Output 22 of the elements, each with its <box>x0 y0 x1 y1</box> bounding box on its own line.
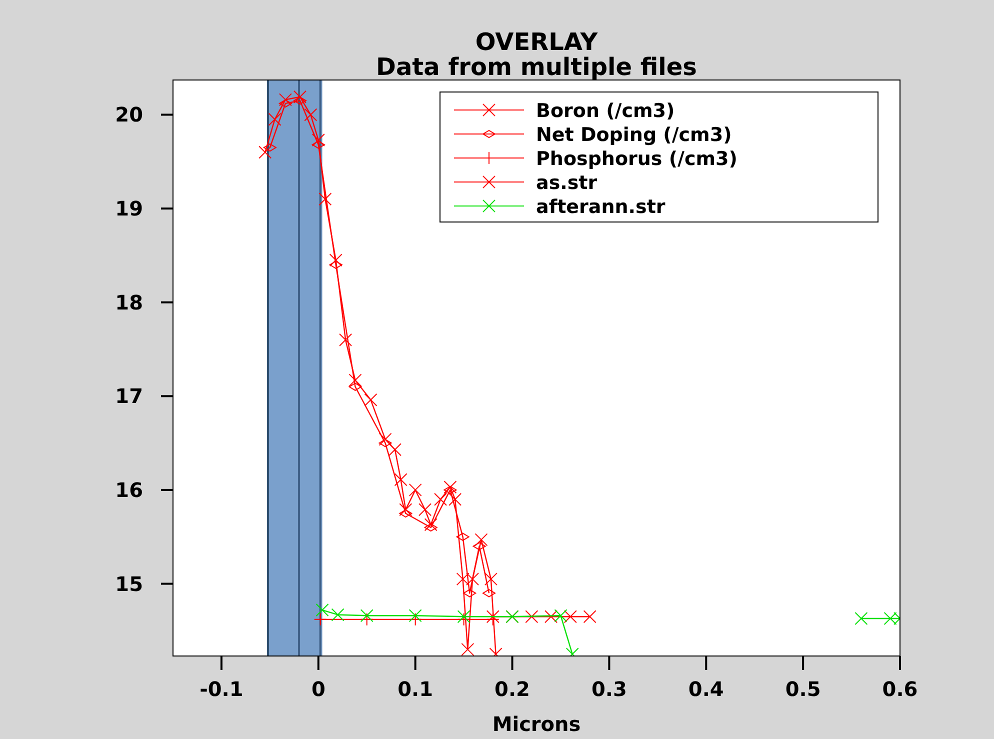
x-axis-title: Microns <box>492 712 581 736</box>
x-tick-label: -0.1 <box>200 677 244 701</box>
legend-label: Net Doping (/cm3) <box>536 124 732 146</box>
legend-label: afterann.str <box>536 196 666 218</box>
legend-label: as.str <box>536 172 598 194</box>
x-tick-label: 0.6 <box>882 677 918 701</box>
y-tick-label: 18 <box>115 290 143 314</box>
y-tick-label: 17 <box>115 384 143 408</box>
x-tick-label: 0.1 <box>398 677 434 701</box>
y-tick-label: 19 <box>115 196 143 221</box>
x-tick-label: 0.3 <box>591 677 627 701</box>
legend-label: Boron (/cm3) <box>536 100 675 122</box>
y-tick-label: 16 <box>115 478 143 502</box>
y-tick-label: 15 <box>115 572 143 596</box>
chart-title: OVERLAY <box>475 28 598 56</box>
x-tick-label: 0.4 <box>688 677 724 701</box>
chart-subtitle: Data from multiple files <box>376 53 697 81</box>
y-tick-label: 20 <box>115 102 143 127</box>
x-tick-label: 0 <box>311 677 326 701</box>
legend-label: Phosphorus (/cm3) <box>536 148 738 170</box>
x-tick-label: 0.5 <box>785 677 821 701</box>
x-tick-label: 0.2 <box>494 677 530 701</box>
